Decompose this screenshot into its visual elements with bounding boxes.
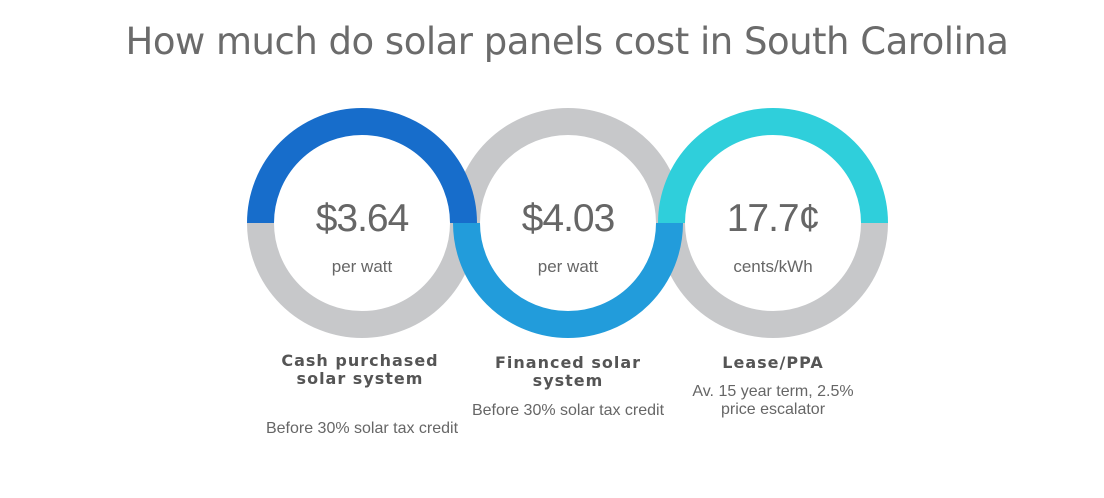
- financed-note: Before 30% solar tax credit: [471, 402, 665, 419]
- ring-2-bottom-arc: [453, 222, 683, 338]
- page-title: How much do solar panels cost in South C…: [125, 20, 1009, 63]
- ring-3-top-arc: [658, 108, 888, 224]
- cash-price-unit: per watt: [331, 257, 393, 276]
- lease-note: Av. 15 year term, 2.5% price escalator: [692, 383, 854, 418]
- ring-3-bottom-arc: [658, 222, 888, 338]
- lease-price-unit: cents/kWh: [733, 257, 813, 276]
- ring-1-top-arc: [247, 108, 477, 224]
- financed-price-value: $4.03: [521, 197, 616, 240]
- financed-heading: Financed solar system: [494, 353, 642, 390]
- cash-heading: Cash purchased solar system: [281, 351, 439, 388]
- cash-note: Before 30% solar tax credit: [265, 420, 459, 437]
- cash-price-value: $3.64: [315, 197, 410, 240]
- financed-price-unit: per watt: [537, 257, 599, 276]
- lease-heading: Lease/PPA: [722, 353, 824, 372]
- ring-1-bottom-arc: [247, 222, 477, 338]
- lease-price-value: 17.7¢: [726, 197, 821, 240]
- ring-2-top-arc: [453, 108, 683, 224]
